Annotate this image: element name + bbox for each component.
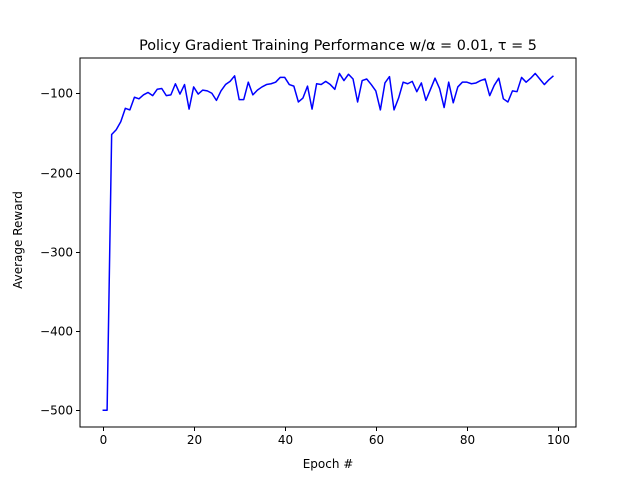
x-tick-label: 100 [547, 433, 570, 447]
x-tick-label: 80 [460, 433, 475, 447]
y-tick-label: −500 [40, 404, 73, 418]
y-tick-label: −100 [40, 87, 73, 101]
x-tick-label: 60 [369, 433, 384, 447]
x-axis-label: Epoch # [303, 457, 354, 471]
chart-title: Policy Gradient Training Performance w/α… [139, 38, 537, 54]
series-line-0 [102, 72, 554, 412]
y-tick-label: −300 [40, 246, 73, 260]
x-tick-label: 0 [100, 433, 108, 447]
x-axis: 0 20 40 60 80 100 [100, 427, 570, 447]
plot-frame [79, 57, 577, 428]
x-tick-label: 40 [278, 433, 293, 447]
x-tick-label: 20 [187, 433, 202, 447]
y-tick-label: −200 [40, 167, 73, 181]
y-axis: −500 −400 −300 −200 −100 [40, 87, 80, 418]
y-tick-label: −400 [40, 325, 73, 339]
y-axis-label: Average Reward [11, 191, 25, 289]
plot-area [79, 57, 577, 428]
